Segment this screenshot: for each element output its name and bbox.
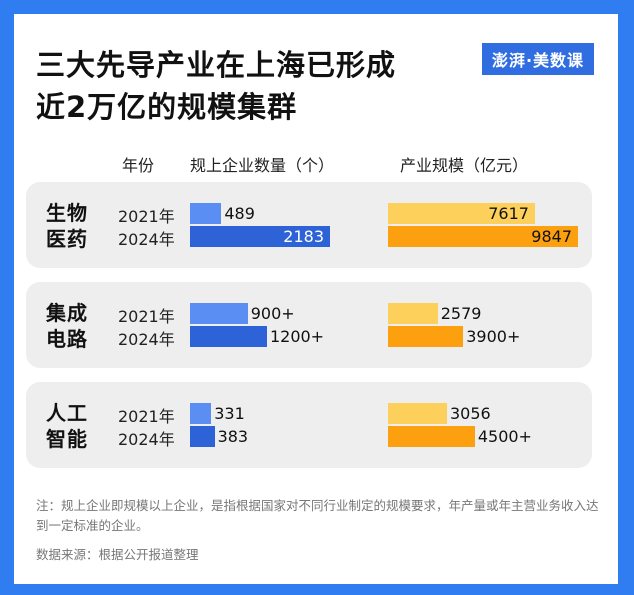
- header-enterprises: 规上企业数量（个）: [190, 156, 335, 175]
- infographic-card: 三大先导产业在上海已形成 近2万亿的规模集群 澎湃·美数课 年份 规上企业数量（…: [14, 14, 618, 584]
- category-panel: [26, 182, 592, 268]
- enterprise-value-label: 2183: [283, 227, 324, 246]
- title-line-2: 近2万亿的规模集群: [36, 90, 298, 124]
- scale-value-label: 3900+: [466, 327, 521, 346]
- category-label: 集成 电路: [46, 300, 88, 352]
- scale-bar-2024: [388, 426, 475, 447]
- category-label: 人工 智能: [46, 400, 88, 452]
- page-title: 三大先导产业在上海已形成 近2万亿的规模集群: [36, 44, 476, 128]
- enterprise-bar-2024: [190, 426, 215, 447]
- category-panel: [26, 382, 592, 468]
- year-label: 2024年: [118, 230, 175, 249]
- scale-bar-2021: [388, 303, 438, 324]
- year-label: 2021年: [118, 307, 175, 326]
- scale-value-label: 9847: [531, 227, 572, 246]
- enterprise-bar-2024: [190, 226, 330, 247]
- enterprise-value-label: 383: [217, 427, 249, 446]
- enterprise-bar-2021: [190, 303, 248, 324]
- scale-bar-2024: [388, 326, 464, 347]
- year-label: 2024年: [118, 330, 175, 349]
- category-panel: [26, 282, 592, 368]
- scale-value-label: 7617: [488, 204, 529, 223]
- category-label-line: 电路: [46, 327, 88, 351]
- enterprise-value-label: 900+: [250, 304, 295, 323]
- header-scale: 产业规模（亿元）: [400, 156, 529, 175]
- enterprise-value-label: 489: [224, 204, 255, 223]
- enterprise-bar-2021: [190, 403, 212, 424]
- enterprise-bar-2021: [190, 203, 222, 224]
- year-label: 2021年: [118, 407, 175, 426]
- scale-value-label: 3056: [449, 404, 491, 423]
- brand-logo: 澎湃·美数课: [482, 43, 594, 75]
- year-label: 2024年: [118, 430, 175, 449]
- scale-value-label: 4500+: [477, 427, 532, 446]
- category-label-line: 集成: [46, 301, 88, 325]
- header-year: 年份: [122, 156, 155, 175]
- data-source: 数据来源：根据公开报道整理: [36, 547, 199, 562]
- category-label-line: 人工: [46, 401, 88, 425]
- enterprise-value-label: 331: [214, 404, 245, 423]
- scale-bar-2021: [388, 203, 535, 224]
- category-label: 生物 医药: [46, 200, 88, 252]
- enterprise-bar-2024: [190, 326, 267, 347]
- year-label: 2021年: [118, 207, 175, 226]
- title-line-1: 三大先导产业在上海已形成: [36, 48, 397, 82]
- footnote: 注：规上企业即规模以上企业，是指根据国家对不同行业制定的规模要求，年产量或年主营…: [36, 498, 599, 533]
- category-label-line: 生物: [46, 201, 88, 225]
- scale-value-label: 2579: [440, 304, 482, 323]
- scale-bar-2024: [388, 226, 578, 247]
- category-label-line: 智能: [46, 427, 88, 451]
- scale-bar-2021: [388, 403, 447, 424]
- category-label-line: 医药: [46, 227, 88, 251]
- enterprise-value-label: 1200+: [269, 327, 325, 346]
